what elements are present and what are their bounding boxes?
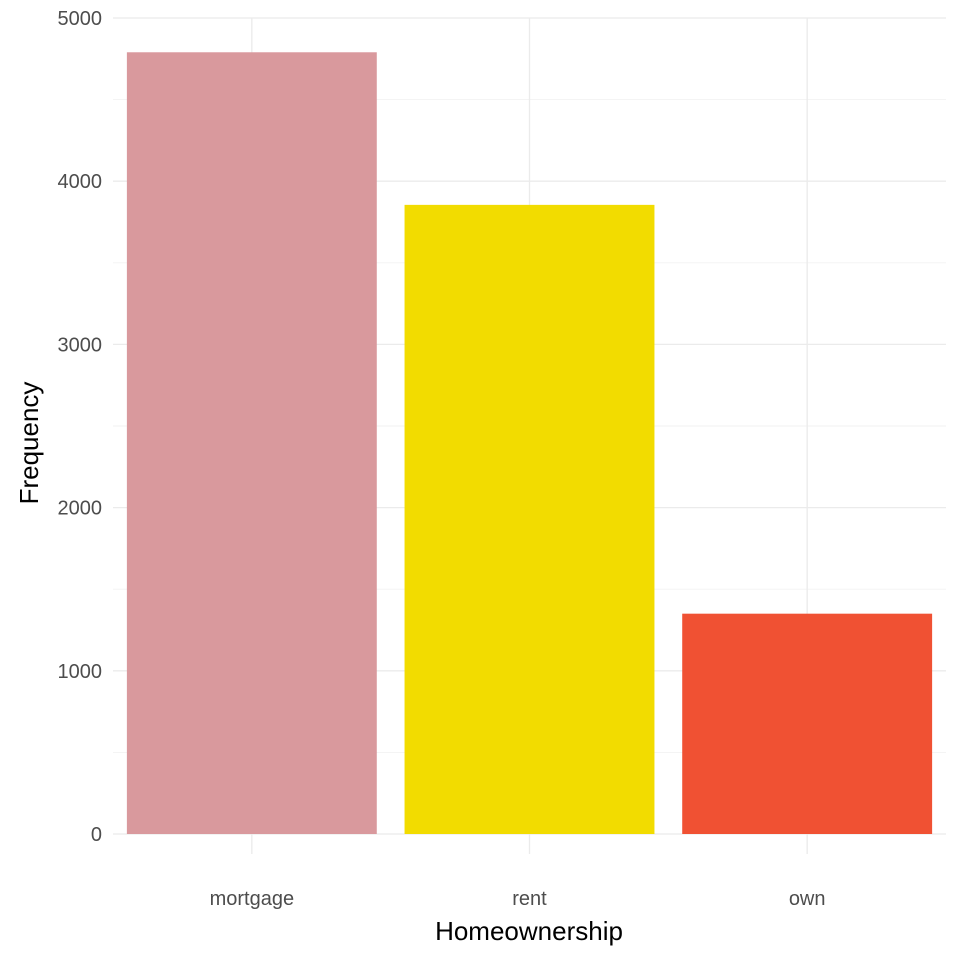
x-axis-title: Homeownership [435,916,623,946]
y-tick-labels: 0 1000 2000 3000 4000 5000 [58,8,103,846]
y-tick-label: 0 [91,824,102,846]
y-axis-title: Frequency [14,382,44,505]
x-tick-label: rent [512,888,547,910]
y-tick-label: 2000 [58,498,103,520]
bar-rent [404,204,655,834]
y-tick-label: 4000 [58,171,103,193]
bars [126,52,933,835]
y-tick-label: 5000 [58,8,103,30]
y-tick-label: 1000 [58,661,103,683]
x-tick-label: own [789,888,826,910]
bar-own [682,613,933,834]
bar-mortgage [126,52,377,835]
x-tick-labels: mortgage rent own [210,888,826,910]
x-tick-label: mortgage [210,888,295,910]
y-tick-label: 3000 [58,334,103,356]
